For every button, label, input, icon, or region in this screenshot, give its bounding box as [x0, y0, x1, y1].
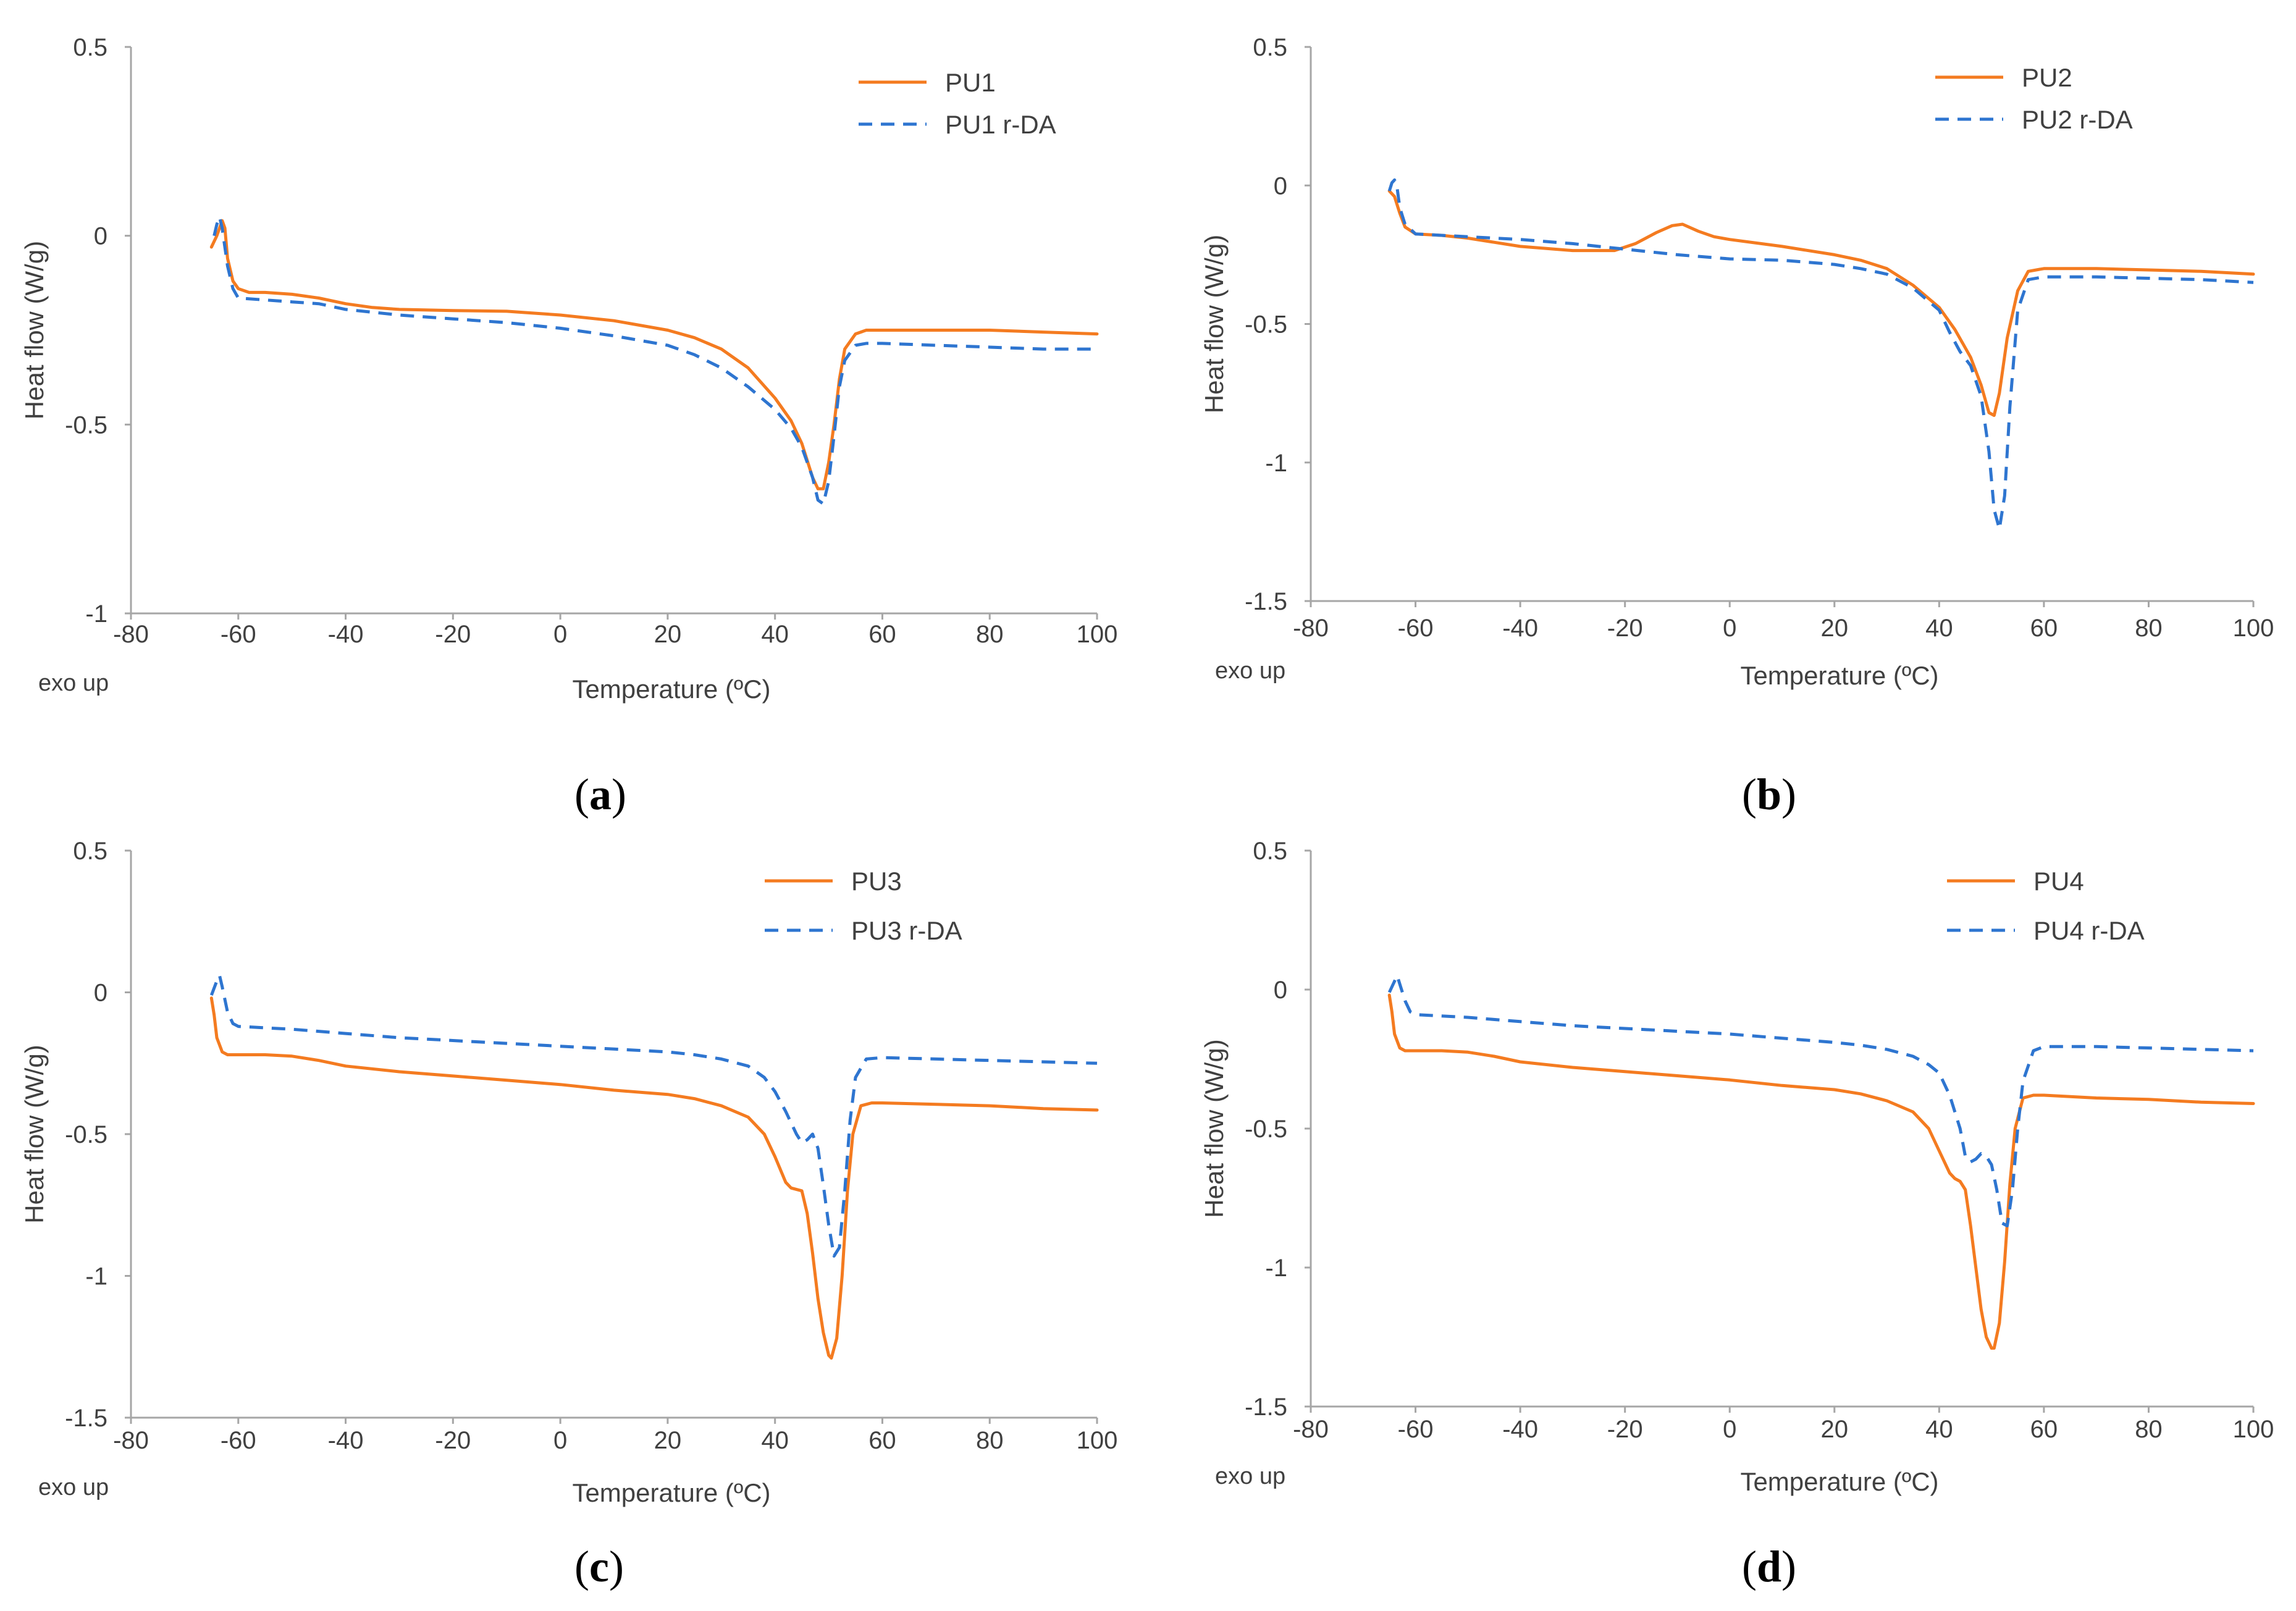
legend-label: PU1: [945, 68, 996, 97]
y-tick-label: -0.5: [1245, 1116, 1287, 1143]
chart-panel-a: 0.5 0 -0.5 -1-80 -60 -40 -20 0 20 40 60 80 100 Heat f…: [20, 34, 1117, 819]
y-tick-label: -1.5: [1245, 588, 1287, 615]
panel-letter: c: [589, 1542, 609, 1591]
series-line-pu2: [1387, 189, 2255, 417]
y-tick-label: -0.5: [65, 411, 107, 439]
exo-up-note: exo up: [38, 1474, 109, 1500]
y-tick-label: 0: [1274, 977, 1287, 1004]
y-axis-title: Heat flow (W/g): [1200, 235, 1229, 413]
x-tick-label: 80: [2135, 615, 2163, 642]
chart-panel-d: 0.5 0 -0.5 -1 -1.5-80 -60 -40 -20 0 20 40 60 80 100 He…: [1200, 838, 2274, 1591]
y-tick-label: -1.5: [1245, 1394, 1287, 1421]
x-tick-label: -20: [1607, 1416, 1643, 1443]
x-tick-label: 40: [1925, 615, 1953, 642]
y-tick-label: 0.5: [1253, 838, 1287, 865]
legend-label: PU1 r-DA: [945, 110, 1056, 139]
x-tick-label: 0: [553, 621, 567, 648]
x-tick-label: 0: [1723, 1416, 1736, 1443]
series-line-pu4-r-da: [1387, 974, 2254, 1227]
x-tick-label: 80: [976, 1427, 1004, 1454]
exo-up-note: exo up: [38, 670, 109, 696]
x-tick-label: 100: [1077, 1427, 1118, 1454]
y-tick-label: -0.5: [65, 1121, 107, 1148]
y-tick-label: 0: [94, 980, 107, 1007]
x-tick-label: -80: [1293, 615, 1329, 642]
legend-label: PU3 r-DA: [851, 916, 962, 945]
y-tick-label: 0.5: [73, 34, 107, 61]
x-tick-label: 0: [1723, 615, 1736, 642]
x-tick-label: -60: [221, 621, 256, 648]
x-axis-title: Temperature (ºC): [572, 675, 770, 704]
x-tick-label: -60: [1398, 1416, 1434, 1443]
chart-panel-c: 0.5 0 -0.5 -1 -1.5-80 -60 -40 -20 0 20 40 60 80 100 He…: [20, 838, 1117, 1591]
x-tick-label: -80: [113, 1427, 149, 1454]
x-tick-label: 20: [1821, 1416, 1849, 1443]
x-tick-label: 100: [2233, 1416, 2274, 1443]
x-tick-label: 60: [2030, 1416, 2058, 1443]
panel-label: (a): [574, 770, 626, 819]
x-tick-label: 0: [553, 1427, 567, 1454]
y-tick-label: -1: [1265, 1255, 1287, 1282]
y-tick-label: 0: [1274, 172, 1287, 200]
x-tick-label: -40: [328, 621, 364, 648]
y-tick-label: -1: [85, 600, 107, 628]
exo-up-note: exo up: [1215, 1463, 1285, 1489]
x-tick-label: 100: [2233, 615, 2274, 642]
series-line-pu3: [209, 996, 1099, 1360]
x-tick-label: -80: [113, 621, 149, 648]
x-tick-label: -60: [1398, 615, 1434, 642]
series-line-pu1: [209, 219, 1099, 490]
x-tick-label: 100: [1077, 621, 1118, 648]
panel-label: (b): [1742, 770, 1796, 819]
legend-label: PU3: [851, 867, 902, 896]
y-axis-title: Heat flow (W/g): [20, 1045, 49, 1223]
series-line-pu1-r-da: [212, 215, 1097, 506]
y-tick-label: 0.5: [73, 838, 107, 865]
x-tick-label: 60: [868, 621, 896, 648]
x-tick-label: -20: [435, 621, 471, 648]
panel-label: (c): [574, 1542, 624, 1591]
x-axis-title: Temperature (ºC): [1740, 1467, 1938, 1496]
legend-label: PU4 r-DA: [2033, 916, 2145, 945]
y-tick-label: -0.5: [1245, 311, 1287, 339]
y-axis-title: Heat flow (W/g): [20, 241, 49, 419]
legend-label: PU2: [2022, 63, 2072, 92]
x-tick-label: -40: [328, 1427, 364, 1454]
x-tick-label: 40: [1925, 1416, 1953, 1443]
series-line-pu3-r-da: [209, 974, 1098, 1258]
x-axis-title: Temperature (ºC): [572, 1478, 770, 1507]
y-tick-label: -1.5: [65, 1405, 107, 1432]
x-tick-label: 20: [654, 621, 682, 648]
x-axis-title: Temperature (ºC): [1740, 661, 1938, 690]
x-tick-label: -60: [221, 1427, 256, 1454]
x-tick-label: -20: [1607, 615, 1643, 642]
y-tick-label: 0: [94, 223, 107, 250]
x-tick-label: -20: [435, 1427, 471, 1454]
x-tick-label: -80: [1293, 1416, 1329, 1443]
series-line-pu2-r-da: [1387, 178, 2254, 531]
x-tick-label: 80: [2135, 1416, 2163, 1443]
legend-label: PU4: [2033, 867, 2084, 896]
y-tick-label: -1: [1265, 450, 1287, 477]
x-tick-label: 20: [1821, 615, 1849, 642]
x-tick-label: 40: [761, 621, 789, 648]
x-tick-label: 20: [654, 1427, 682, 1454]
panel-letter: b: [1757, 770, 1781, 819]
x-tick-label: 80: [976, 621, 1004, 648]
panel-letter: a: [589, 770, 612, 819]
panel-letter: d: [1757, 1542, 1781, 1591]
y-tick-label: -1: [85, 1263, 107, 1290]
legend-label: PU2 r-DA: [2022, 105, 2133, 134]
exo-up-note: exo up: [1215, 658, 1285, 684]
panel-label: (d): [1742, 1542, 1796, 1591]
x-tick-label: -40: [1502, 1416, 1538, 1443]
x-tick-label: 60: [2030, 615, 2058, 642]
x-tick-label: 60: [868, 1427, 896, 1454]
chart-panel-b: 0.5 0 -0.5 -1 -1.5-80 -60 -40 -20 0 20 40 60 80 100 He…: [1200, 34, 2274, 819]
y-tick-label: 0.5: [1253, 34, 1287, 61]
x-tick-label: 40: [761, 1427, 789, 1454]
y-axis-title: Heat flow (W/g): [1200, 1039, 1229, 1218]
x-tick-label: -40: [1502, 615, 1538, 642]
